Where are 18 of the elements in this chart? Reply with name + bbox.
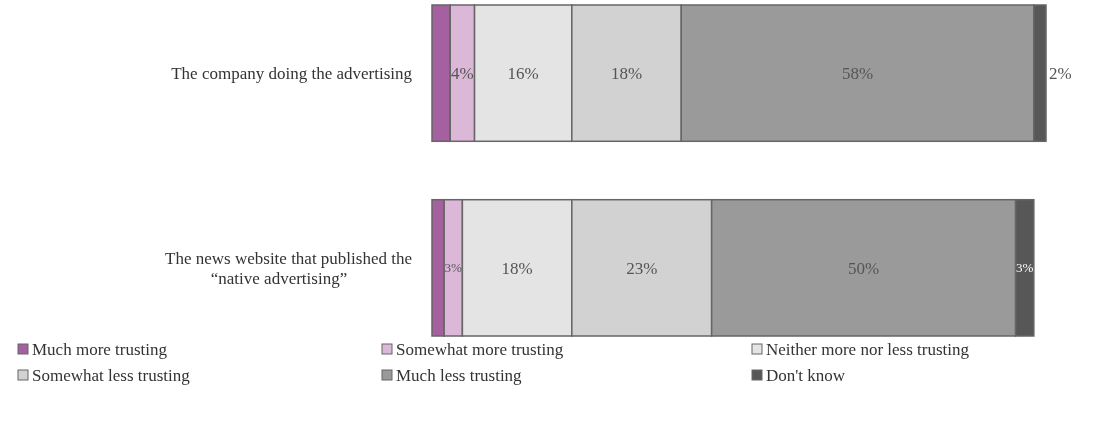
legend-label: Much less trusting: [396, 365, 523, 385]
legend-label: Neither more nor less trusting: [766, 339, 970, 359]
data-label: 3%: [1015, 260, 1034, 276]
data-label: 58%: [841, 64, 874, 84]
data-label: 18%: [610, 64, 643, 84]
legend-label: Don't know: [766, 365, 846, 385]
data-label: 16%: [507, 64, 539, 84]
data-label: 23%: [626, 258, 658, 278]
legend-label: Somewhat less trusting: [32, 365, 191, 385]
data-label: 50%: [848, 258, 880, 278]
data-label: 3%: [444, 260, 463, 276]
y-tick-label: The company doing the advertising: [171, 64, 413, 84]
legend-label: Much more trusting: [32, 339, 168, 359]
data-label: 2%: [1049, 64, 1072, 84]
legend-label: Somewhat more trusting: [396, 339, 564, 359]
data-label: 18%: [501, 258, 533, 278]
data-label: 4%: [451, 64, 474, 84]
y-tick-label: The news website that published the “native advertising”: [165, 248, 412, 288]
